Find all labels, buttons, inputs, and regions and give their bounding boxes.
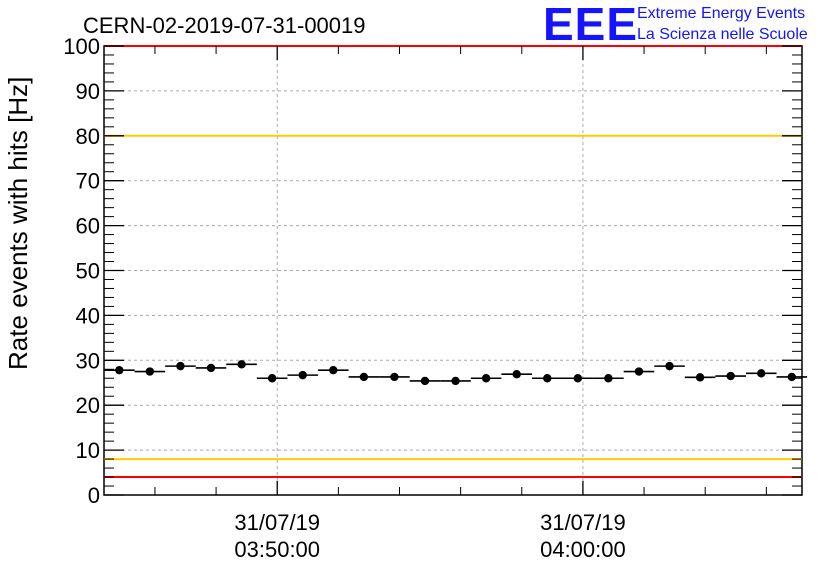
data-point	[787, 372, 797, 382]
y-tick-label: 30	[76, 348, 100, 373]
data-point	[481, 374, 491, 383]
data-point	[543, 374, 552, 383]
axis-ticks	[104, 45, 802, 496]
eee-logo: EEE Extreme Energy Events La Scienza nel…	[543, 0, 808, 50]
y-tick-label: 10	[76, 438, 100, 463]
y-tick-labels: 0 10 20 30 40 50 60 70 80 90 100	[63, 34, 100, 508]
eee-logo-mark: EEE	[543, 0, 638, 50]
data-point	[726, 371, 735, 381]
x-tick-label-time: 04:00:00	[540, 537, 626, 562]
data-point	[359, 372, 369, 382]
y-tick-label: 0	[88, 483, 100, 508]
data-point	[176, 361, 185, 371]
y-tick-label: 100	[63, 34, 100, 59]
y-tick-label: 60	[76, 214, 100, 239]
y-tick-label: 90	[76, 79, 100, 104]
x-tick-label-date: 31/07/19	[540, 510, 626, 535]
data-point	[145, 367, 155, 376]
grid-layer	[104, 46, 802, 495]
data-point	[267, 374, 277, 383]
data-point	[329, 365, 338, 375]
chart-title: CERN-02-2019-07-31-00019	[83, 13, 366, 38]
eee-logo-line1: Extreme Energy Events	[637, 5, 805, 22]
y-tick-label: 40	[76, 303, 100, 328]
y-axis-title: Rate events with hits [Hz]	[3, 77, 33, 370]
data-point	[420, 376, 430, 386]
y-tick-label: 20	[76, 393, 100, 418]
data-point	[115, 365, 124, 375]
data-point	[390, 372, 399, 382]
data-point	[206, 363, 216, 373]
data-points	[104, 360, 808, 386]
data-point	[665, 361, 674, 371]
x-tick-label-date: 31/07/19	[234, 510, 320, 535]
data-point	[237, 360, 246, 369]
data-point	[451, 376, 460, 386]
data-point	[695, 373, 705, 382]
data-point	[512, 370, 521, 379]
data-point	[298, 370, 307, 380]
data-point	[634, 367, 644, 376]
y-tick-label: 80	[76, 124, 100, 149]
data-point	[573, 374, 583, 383]
reference-lines	[104, 45, 802, 479]
data-point	[757, 369, 766, 378]
eee-logo-line2: La Scienza nelle Scuole	[637, 26, 808, 43]
y-tick-label: 70	[76, 169, 100, 194]
x-tick-label-time: 03:50:00	[234, 537, 320, 562]
y-tick-label: 50	[76, 259, 100, 284]
data-point	[604, 374, 613, 383]
